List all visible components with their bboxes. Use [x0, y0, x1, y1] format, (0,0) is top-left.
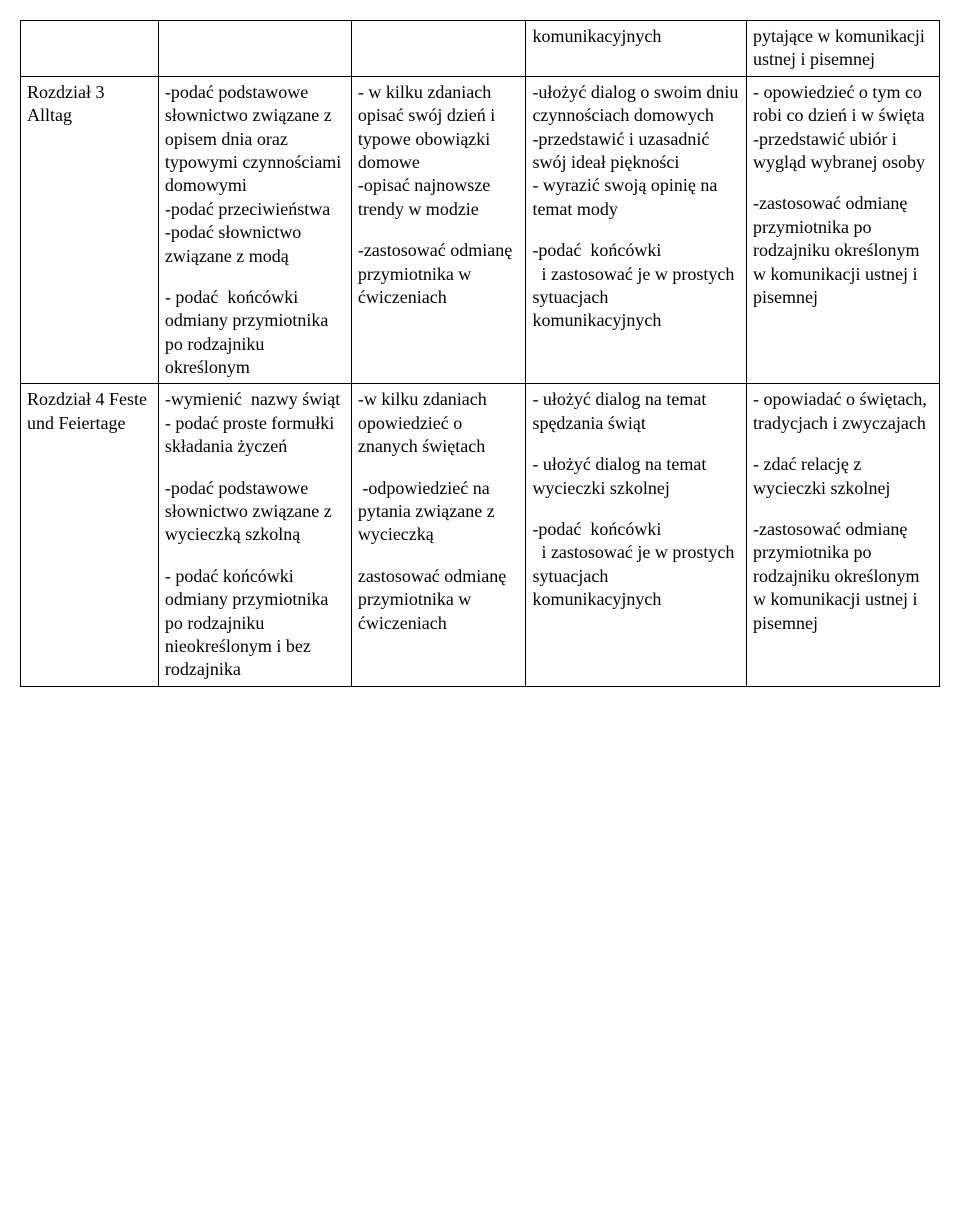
cell-text: Rozdział 3 Alltag — [27, 81, 152, 128]
cell: -ułożyć dialog o swoim dniu czynnościach… — [526, 76, 747, 384]
cell-text: - podać końcówki odmiany przymiotnika po… — [165, 286, 345, 380]
cell: - ułożyć dialog na temat spędzania świąt… — [526, 384, 747, 686]
cell: - opowiadać o świętach, tradycjach i zwy… — [746, 384, 939, 686]
cell-text: - podać końcówki odmiany przymiotnika po… — [165, 565, 345, 682]
table-row: Rozdział 4 Feste und Feiertage -wymienić… — [21, 384, 940, 686]
cell-text: -w kilku zdaniach opowiedzieć o znanych … — [358, 388, 520, 458]
cell-text: -podać podstawowe słownictwo związane z … — [165, 477, 345, 547]
table-body: komunikacyjnych pytające w komunikacji u… — [21, 21, 940, 687]
cell-text: -zastosować odmianę przymiotnika po rodz… — [753, 518, 933, 635]
cell — [158, 21, 351, 77]
cell-text: -zastosować odmianę przymiotnika po rodz… — [753, 192, 933, 309]
cell — [351, 21, 526, 77]
curriculum-table: komunikacyjnych pytające w komunikacji u… — [20, 20, 940, 687]
table-row: komunikacyjnych pytające w komunikacji u… — [21, 21, 940, 77]
cell-text: -podać podstawowe słownictwo związane z … — [165, 81, 345, 268]
cell-chapter: Rozdział 3 Alltag — [21, 76, 159, 384]
cell: -wymienić nazwy świąt - podać proste for… — [158, 384, 351, 686]
cell: - opowiedzieć o tym co robi co dzień i w… — [746, 76, 939, 384]
cell: pytające w komunikacji ustnej i pisemnej — [746, 21, 939, 77]
cell — [21, 21, 159, 77]
cell-text: -zastosować odmianę przymiotnika w ćwicz… — [358, 239, 520, 309]
cell-chapter: Rozdział 4 Feste und Feiertage — [21, 384, 159, 686]
cell-text: -wymienić nazwy świąt - podać proste for… — [165, 388, 345, 458]
cell-text: pytające w komunikacji ustnej i pisemnej — [753, 25, 933, 72]
cell-text: zastosować odmianę przymiotnika w ćwicze… — [358, 565, 520, 635]
cell: - w kilku zdaniach opisać swój dzień i t… — [351, 76, 526, 384]
cell-text: Rozdział 4 Feste und Feiertage — [27, 388, 152, 435]
cell-text: -ułożyć dialog o swoim dniu czynnościach… — [532, 81, 740, 221]
cell: komunikacyjnych — [526, 21, 747, 77]
cell-text: - w kilku zdaniach opisać swój dzień i t… — [358, 81, 520, 221]
table-row: Rozdział 3 Alltag -podać podstawowe słow… — [21, 76, 940, 384]
cell-text: -podać końcówki i zastosować je w prosty… — [532, 518, 740, 612]
cell-text: - opowiadać o świętach, tradycjach i zwy… — [753, 388, 933, 435]
cell-text: - ułożyć dialog na temat spędzania świąt — [532, 388, 740, 435]
cell-text: - opowiedzieć o tym co robi co dzień i w… — [753, 81, 933, 175]
cell: -w kilku zdaniach opowiedzieć o znanych … — [351, 384, 526, 686]
cell-text: - ułożyć dialog na temat wycieczki szkol… — [532, 453, 740, 500]
cell-text: -odpowiedzieć na pytania związane z wyci… — [358, 477, 520, 547]
cell: -podać podstawowe słownictwo związane z … — [158, 76, 351, 384]
cell-text: -podać końcówki i zastosować je w prosty… — [532, 239, 740, 333]
cell-text: komunikacyjnych — [532, 25, 740, 48]
cell-text: - zdać relację z wycieczki szkolnej — [753, 453, 933, 500]
